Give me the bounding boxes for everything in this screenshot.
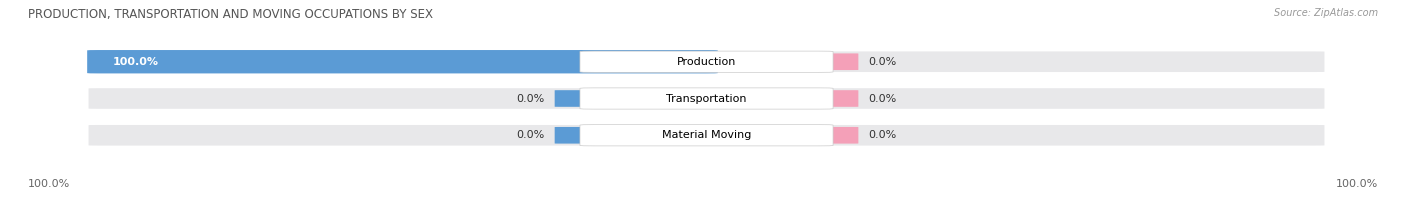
FancyBboxPatch shape	[87, 124, 1326, 147]
Text: 100.0%: 100.0%	[28, 179, 70, 189]
FancyBboxPatch shape	[814, 90, 858, 107]
Text: 0.0%: 0.0%	[516, 130, 544, 140]
FancyBboxPatch shape	[579, 51, 832, 72]
FancyBboxPatch shape	[814, 53, 858, 70]
Text: 0.0%: 0.0%	[868, 57, 897, 67]
FancyBboxPatch shape	[554, 127, 598, 144]
FancyBboxPatch shape	[579, 88, 832, 109]
FancyBboxPatch shape	[87, 87, 1326, 110]
Text: Production: Production	[676, 57, 737, 67]
Text: 100.0%: 100.0%	[112, 57, 159, 67]
FancyBboxPatch shape	[87, 50, 1326, 73]
Text: Material Moving: Material Moving	[662, 130, 751, 140]
FancyBboxPatch shape	[554, 53, 598, 70]
Text: 0.0%: 0.0%	[516, 94, 544, 103]
FancyBboxPatch shape	[87, 50, 718, 73]
FancyBboxPatch shape	[579, 125, 832, 146]
Text: Source: ZipAtlas.com: Source: ZipAtlas.com	[1274, 8, 1378, 18]
Text: PRODUCTION, TRANSPORTATION AND MOVING OCCUPATIONS BY SEX: PRODUCTION, TRANSPORTATION AND MOVING OC…	[28, 8, 433, 21]
FancyBboxPatch shape	[814, 127, 858, 144]
Text: 100.0%: 100.0%	[1336, 179, 1378, 189]
Text: Transportation: Transportation	[666, 94, 747, 103]
FancyBboxPatch shape	[554, 90, 598, 107]
Text: 0.0%: 0.0%	[868, 130, 897, 140]
Text: 0.0%: 0.0%	[868, 94, 897, 103]
